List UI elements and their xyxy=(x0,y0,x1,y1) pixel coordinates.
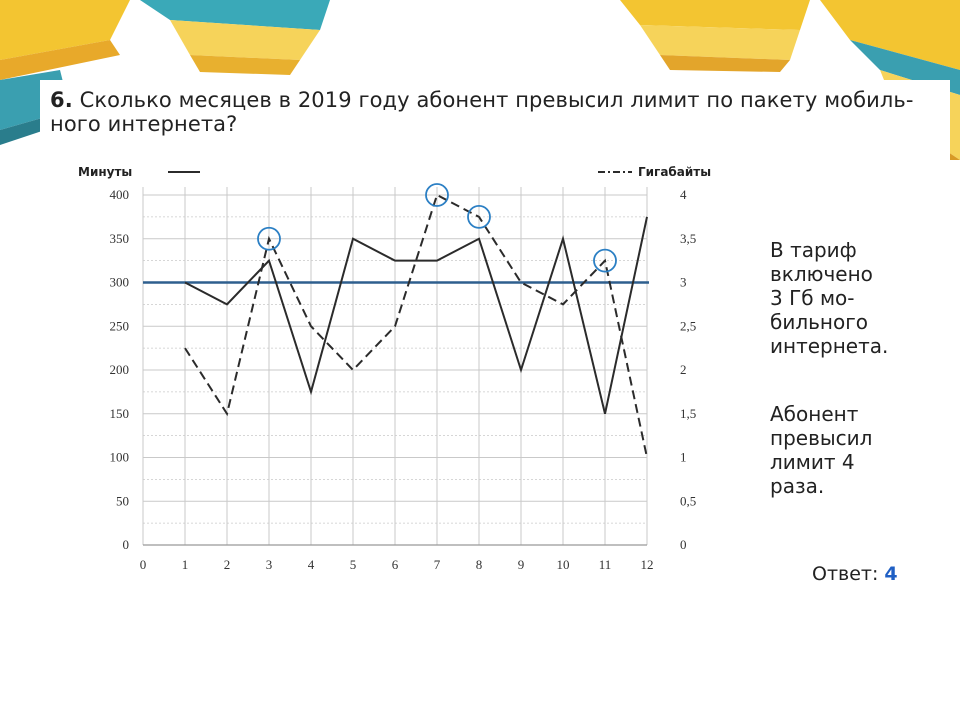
y-right-tick-label: 0 xyxy=(680,537,687,552)
y-right-tick-label: 1,5 xyxy=(680,406,696,421)
x-tick-label: 12 xyxy=(641,557,654,572)
exceed-circle xyxy=(593,248,617,273)
note-line: включено xyxy=(770,262,873,286)
x-tick-label: 6 xyxy=(392,557,399,572)
x-tick-label: 4 xyxy=(308,557,315,572)
y-right-tick-label: 0,5 xyxy=(680,493,696,508)
x-tick-label: 1 xyxy=(182,557,189,572)
question: 6. Сколько месяцев в 2019 году абонент п… xyxy=(50,88,930,136)
answer-value: 4 xyxy=(884,563,898,585)
y-right-tick-label: 2,5 xyxy=(680,318,696,333)
books-decoration xyxy=(0,0,960,160)
y-right-tick-label: 2 xyxy=(680,362,687,377)
exceed-circle xyxy=(425,183,449,207)
y-left-tick-label: 100 xyxy=(110,450,130,465)
answer: Ответ: 4 xyxy=(812,563,898,585)
chart-ticks: 0 1 2 3 4 5 6 7 8 9 10 11 12050100150200250300350400… xyxy=(110,187,697,572)
note-line: 3 Гб мо- xyxy=(770,286,855,310)
note-line: раза. xyxy=(770,474,825,498)
x-tick-label: 8 xyxy=(476,557,483,572)
y-right-tick-label: 4 xyxy=(680,187,687,202)
x-tick-label: 9 xyxy=(518,557,525,572)
y-left-tick-label: 150 xyxy=(110,406,130,421)
legend-minutes-label: Минуты xyxy=(78,165,132,179)
y-left-tick-label: 0 xyxy=(123,537,130,552)
y-left-tick-label: 200 xyxy=(110,362,130,377)
chart-legend: Минуты Гигабайты xyxy=(78,165,711,179)
note-line: Абонент xyxy=(770,402,859,426)
x-tick-label: 10 xyxy=(557,557,570,572)
minutes-gigabytes-chart: 0 1 2 3 4 5 6 7 8 9 10 11 12050100150200250300350400… xyxy=(78,165,711,572)
note-exceeded: Абонент превысил лимит 4 раза. xyxy=(770,402,940,498)
question-text-line1: Сколько месяцев в 2019 году абонент прев… xyxy=(79,88,914,112)
x-tick-label: 11 xyxy=(599,557,612,572)
chart-series xyxy=(184,193,648,458)
y-right-tick-label: 3,5 xyxy=(680,231,696,246)
note-tariff: В тариф включено 3 Гб мо- бильного интер… xyxy=(770,238,940,358)
y-left-tick-label: 300 xyxy=(110,275,130,290)
y-right-tick-label: 1 xyxy=(680,450,687,465)
minutes-series-line xyxy=(184,216,648,414)
answer-label: Ответ: xyxy=(812,563,879,585)
y-right-tick-label: 3 xyxy=(680,275,687,290)
x-tick-label: 0 xyxy=(140,557,147,572)
x-tick-label: 2 xyxy=(224,557,231,572)
x-tick-label: 5 xyxy=(350,557,357,572)
note-line: лимит 4 xyxy=(770,450,855,474)
y-left-tick-label: 400 xyxy=(110,187,130,202)
note-line: превысил xyxy=(770,426,873,450)
question-text-line2: ного интернета? xyxy=(50,112,238,136)
y-left-tick-label: 250 xyxy=(110,318,130,333)
x-tick-label: 7 xyxy=(434,557,441,572)
exceed-markers xyxy=(257,183,617,273)
legend-gigabytes-label: Гигабайты xyxy=(638,165,711,179)
y-left-tick-label: 50 xyxy=(116,493,129,508)
exceed-circle xyxy=(467,204,491,229)
note-line: В тариф xyxy=(770,238,857,262)
note-line: интернета. xyxy=(770,334,889,358)
exceed-circle xyxy=(257,226,281,251)
question-number: 6. xyxy=(50,88,73,112)
chart-grid xyxy=(142,187,648,546)
y-left-tick-label: 350 xyxy=(110,231,130,246)
gigabytes-series-line xyxy=(184,193,648,458)
x-tick-label: 3 xyxy=(266,557,273,572)
note-line: бильного xyxy=(770,310,868,334)
